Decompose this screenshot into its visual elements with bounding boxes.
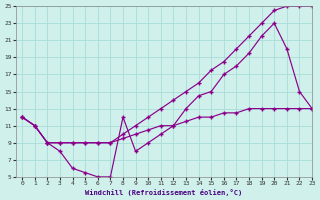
X-axis label: Windchill (Refroidissement éolien,°C): Windchill (Refroidissement éolien,°C) (85, 189, 243, 196)
